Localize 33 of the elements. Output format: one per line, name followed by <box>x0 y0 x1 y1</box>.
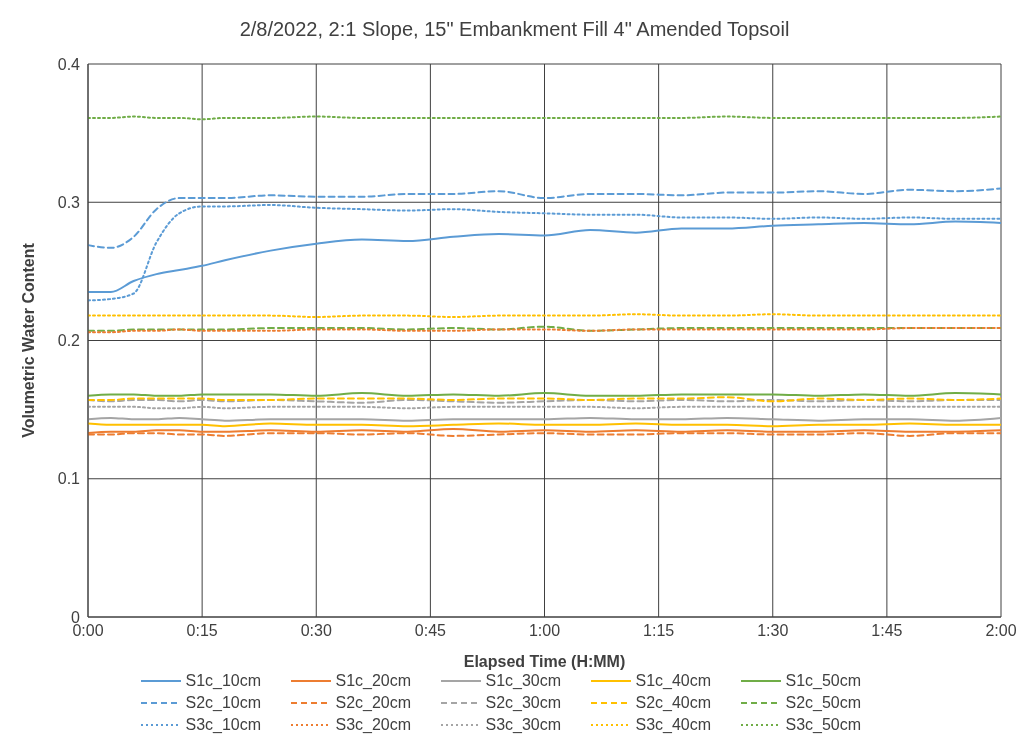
legend-label: S1c_40cm <box>635 672 712 690</box>
legend-label: S2c_20cm <box>335 694 412 712</box>
x-tick-label: 2:00 <box>985 622 1017 640</box>
legend-label: S3c_50cm <box>785 716 862 734</box>
legend-label: S2c_10cm <box>185 694 262 712</box>
legend-label: S3c_20cm <box>335 716 412 734</box>
x-tick-label: 0:15 <box>186 622 218 640</box>
x-tick-label: 0:30 <box>300 622 332 640</box>
x-tick-label: 1:15 <box>643 622 675 640</box>
line-series <box>88 187 1001 249</box>
legend-label: S2c_30cm <box>485 694 562 712</box>
x-tick-label: 1:45 <box>871 622 903 640</box>
legend-label: S2c_50cm <box>785 694 862 712</box>
legend-label: S1c_10cm <box>185 672 262 690</box>
y-tick-label: 0.1 <box>57 470 81 488</box>
x-tick-label: 1:30 <box>757 622 789 640</box>
legend-label: S1c_20cm <box>335 672 412 690</box>
y-axis-title: Volumetric Water Content <box>19 242 37 438</box>
y-tick-label: 0.4 <box>57 55 81 73</box>
y-tick-label: 0.2 <box>57 332 81 350</box>
legend-label: S2c_40cm <box>635 694 712 712</box>
x-axis-title: Elapsed Time (H:MM) <box>463 653 626 670</box>
y-tick-label: 0.3 <box>57 193 81 211</box>
line-series <box>88 204 1001 302</box>
legend-label: S3c_30cm <box>485 716 562 734</box>
legend-label: S1c_30cm <box>485 672 562 690</box>
legend-label: S3c_10cm <box>185 716 262 734</box>
x-tick-label: 0:45 <box>414 622 447 640</box>
legend-label: S3c_40cm <box>635 716 712 734</box>
legend-label: S1c_50cm <box>785 672 862 690</box>
x-tick-label: 1:00 <box>528 622 561 640</box>
x-tick-label: 0:00 <box>72 622 104 640</box>
chart-title: 2/8/2022, 2:1 Slope, 15" Embankment Fill 4" Amended Topsoil <box>238 17 791 42</box>
